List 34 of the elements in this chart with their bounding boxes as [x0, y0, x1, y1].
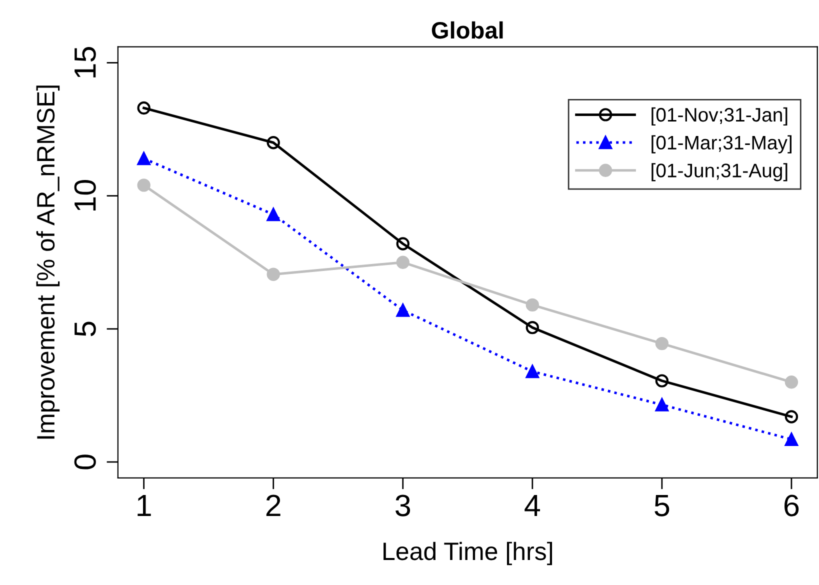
point	[137, 152, 150, 166]
legend-label: [01-Nov;31-Jan]	[652, 107, 788, 126]
point	[526, 298, 540, 312]
point	[526, 364, 540, 378]
point	[655, 398, 669, 412]
x-tick-label: 1	[138, 495, 151, 516]
point	[396, 256, 410, 269]
point	[137, 178, 150, 192]
legend-label: [01-Mar;31-May]	[652, 135, 792, 154]
point	[655, 336, 669, 350]
point	[266, 136, 280, 150]
point	[396, 237, 410, 250]
y-axis-title: Improvement [% of AR_nRMSE]	[36, 86, 60, 439]
point	[784, 376, 798, 389]
y-tick-label: 10	[74, 180, 96, 210]
y-tick-label: 0	[74, 454, 96, 470]
point	[137, 101, 150, 115]
chart-title: Global	[432, 21, 503, 39]
x-tick-label: 2	[266, 494, 280, 516]
x-tick-label: 5	[654, 495, 670, 516]
point	[784, 432, 798, 446]
x-tick-label: 6	[784, 494, 799, 516]
y-tick-label: 15	[74, 47, 96, 78]
point	[266, 268, 280, 281]
x-tick-label: 3	[396, 494, 410, 516]
point	[655, 374, 669, 388]
legend-label: [01-Jun;31-Aug]	[652, 163, 788, 182]
point	[784, 410, 798, 424]
point	[396, 304, 410, 317]
x-tick-label: 4	[524, 495, 540, 516]
y-tick-label: 5	[74, 322, 96, 336]
x-axis-title: Lead Time [hrs]	[384, 542, 552, 566]
point	[526, 320, 540, 334]
point	[266, 208, 280, 222]
